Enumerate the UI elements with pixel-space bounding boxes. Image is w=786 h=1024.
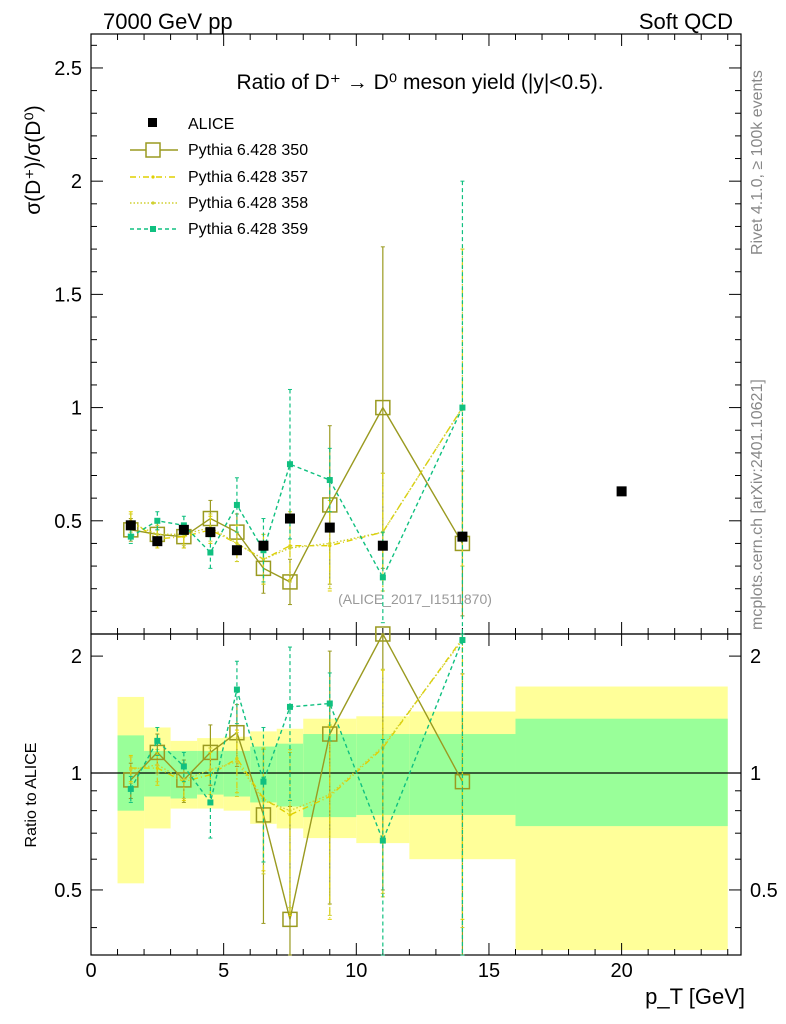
- ratio-point-358: [328, 792, 332, 797]
- alice-point: [231, 545, 242, 556]
- y-axis-label-top: σ(D⁺)/σ(D⁰): [22, 105, 45, 215]
- main-line-357: [130, 407, 464, 561]
- main-line-350: [130, 406, 464, 583]
- ratio-point-359: [459, 637, 466, 644]
- main-point-359: [207, 549, 214, 556]
- analysis-watermark: (ALICE_2017_I1511870): [338, 591, 492, 607]
- main-point-357: [182, 535, 186, 539]
- legend: ALICE Pythia 6.428 350 Pythia 6.428 357 …: [130, 116, 308, 238]
- ratio-y-tick-label: 1: [71, 763, 82, 785]
- main-point-359: [127, 533, 134, 540]
- ratio-plot-frame: [90, 633, 742, 956]
- main-point-358: [155, 532, 159, 536]
- main-point-359: [459, 404, 466, 411]
- ratio-line-350: [130, 632, 464, 920]
- ratio-line-358: [130, 639, 463, 812]
- header-energy: 7000 GeV pp: [103, 9, 233, 34]
- alice-point: [205, 527, 216, 538]
- main-point-357: [328, 544, 332, 548]
- x-tick-label: 10: [345, 960, 367, 982]
- alice-point: [284, 513, 295, 524]
- ratio-point-359: [154, 737, 161, 744]
- alice-point: [457, 531, 468, 542]
- main-point-359: [286, 461, 293, 468]
- x-tick-label: 20: [610, 960, 632, 982]
- legend-alice-label: ALICE: [188, 116, 234, 133]
- legend-350-label: Pythia 6.428 350: [188, 142, 308, 159]
- x-tick-label: 5: [218, 960, 229, 982]
- legend-alice-marker: [148, 118, 157, 127]
- ratio-y-tick-label-right: 2: [750, 646, 761, 668]
- ratio-point-359: [286, 703, 293, 710]
- ratio-point-358: [235, 760, 239, 764]
- x-axis-label: p_T [GeV]: [645, 984, 745, 1009]
- ratio-point-358: [288, 809, 292, 813]
- ratio-point-358: [182, 778, 186, 782]
- alice-point: [377, 540, 388, 551]
- alice-point: [178, 524, 189, 535]
- ratio-point-359: [326, 700, 333, 707]
- main-line-359: [130, 407, 464, 579]
- alice-point: [324, 522, 335, 533]
- ratio-point-358: [208, 768, 212, 772]
- ratio-y-tick-label: 0.5: [54, 880, 82, 902]
- legend-359-marker: [150, 226, 156, 232]
- main-point-359: [233, 501, 240, 508]
- main-line-358: [130, 407, 464, 561]
- x-tick-label: 15: [478, 960, 500, 982]
- legend-357-marker: [151, 175, 155, 179]
- main-point-359: [326, 477, 333, 484]
- ratio-point-359: [180, 763, 187, 770]
- ratio-point-357: [288, 813, 292, 817]
- ratio-y-tick-label: 2: [71, 646, 82, 668]
- ratio-point-359: [379, 837, 386, 844]
- header-category: Soft QCD: [639, 9, 733, 34]
- main-point-359: [379, 574, 386, 581]
- y-tick-label: 1.5: [54, 284, 82, 306]
- main-point-358: [328, 541, 332, 546]
- ratio-y-tick-label-right: 1: [750, 763, 761, 785]
- y-tick-label: 0.5: [54, 511, 82, 533]
- main-point-358: [235, 541, 239, 546]
- mcplots-note: mcplots.cern.ch [arXiv:2401.10621]: [749, 379, 766, 630]
- legend-357-label: Pythia 6.428 357: [188, 169, 308, 186]
- y-tick-label: 2: [71, 171, 82, 193]
- alice-point: [616, 486, 627, 497]
- ratio-line-359: [130, 639, 464, 843]
- ratio-point-359: [127, 785, 134, 792]
- alice-point: [258, 540, 269, 551]
- main-point-358: [288, 546, 292, 550]
- ratio-point-358: [129, 768, 133, 772]
- rivet-note: Rivet 4.1.0, ≥ 100k events: [749, 70, 766, 255]
- alice-point: [152, 536, 163, 547]
- y-axis-label-bottom: Ratio to ALICE: [23, 743, 40, 848]
- main-point-359: [154, 517, 161, 524]
- main-point-358: [261, 557, 266, 561]
- legend-358-label: Pythia 6.428 358: [188, 195, 308, 212]
- ratio-band-inner: [515, 718, 728, 827]
- main-point-350: [375, 399, 391, 416]
- ratio-y-tick-label-right: 0.5: [750, 880, 778, 902]
- x-tick-label: 0: [85, 960, 96, 982]
- ratio-point-359: [260, 778, 267, 785]
- ratio-point-359: [207, 799, 214, 806]
- legend-358-marker: [151, 201, 155, 205]
- ratio-point-359: [233, 686, 240, 693]
- plot-title: Ratio of D⁺ → D⁰ meson yield (|y|<0.5).: [236, 71, 603, 94]
- ratio-point-358: [155, 763, 159, 767]
- alice-point: [125, 520, 136, 531]
- legend-350-marker: [145, 142, 161, 158]
- legend-359-label: Pythia 6.428 359: [188, 221, 308, 238]
- y-tick-label: 2.5: [54, 58, 82, 80]
- y-tick-label: 1: [71, 398, 82, 420]
- ratio-point-350: [375, 626, 391, 642]
